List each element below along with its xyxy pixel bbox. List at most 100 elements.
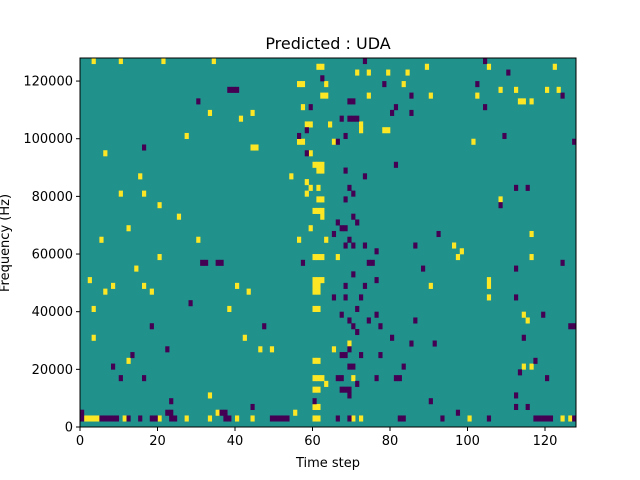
heatmap-cell-low (331, 230, 337, 238)
heatmap-cell-low (483, 104, 488, 111)
heatmap-cell-low (149, 323, 154, 330)
heatmap-cell-high (304, 121, 309, 128)
heatmap-cell-low (390, 109, 395, 116)
x-axis-label: Time step (295, 456, 360, 471)
heatmap-cell-high (312, 403, 317, 411)
heatmap-cell-low (355, 115, 360, 122)
heatmap-cell-low (227, 86, 232, 93)
heatmap-cell-low (138, 415, 143, 422)
heatmap-cell-high (103, 150, 108, 157)
heatmap-cell-high (347, 340, 352, 347)
heatmap-cell-low (537, 415, 542, 422)
heatmap-cell-high (320, 167, 325, 174)
heatmap-cell-high (316, 161, 321, 168)
heatmap-cell-high (312, 288, 317, 295)
heatmap-cell-low (359, 294, 364, 301)
y-tick-label: 100000 (23, 132, 73, 147)
heatmap-cell-low (235, 86, 240, 93)
y-axis-label: Frequency (Hz) (0, 194, 13, 292)
x-tick-label: 120 (533, 434, 558, 449)
heatmap-cell-low (533, 415, 538, 422)
heatmap-cell-low (219, 259, 224, 266)
heatmap-cell-low (517, 369, 523, 376)
heatmap-cell-high (316, 207, 321, 214)
heatmap-cell-low (351, 213, 356, 220)
heatmap-cell-low (572, 323, 577, 330)
heatmap-cell-high (316, 184, 321, 191)
heatmap-cell-high (215, 409, 220, 416)
heatmap-cell-high (545, 86, 550, 93)
heatmap-cell-low (378, 352, 383, 359)
heatmap-cell-low (362, 58, 368, 65)
heatmap-cell-high (246, 288, 251, 295)
heatmap-cell-high (366, 69, 371, 76)
heatmap-cell-high (95, 415, 100, 422)
heatmap-cell-low (370, 259, 375, 266)
heatmap-cell-low (343, 132, 348, 140)
heatmap-cell-high (297, 81, 302, 88)
heatmap-cell-low (514, 294, 519, 301)
heatmap-cell-low (169, 415, 174, 422)
heatmap-cell-high (235, 282, 240, 289)
heatmap-cell-low (366, 317, 371, 324)
heatmap-cell-low (335, 219, 340, 226)
heatmap-cell-high (118, 190, 123, 197)
heatmap-cell-low (169, 409, 174, 416)
x-tick-label: 40 (227, 434, 244, 449)
heatmap-cell-high (316, 386, 321, 393)
x-axis: 0 20 40 60 80 100 120 (76, 427, 558, 449)
heatmap-cell-low (269, 415, 275, 422)
heatmap-cell-high (138, 173, 143, 180)
heatmap-cell-low (525, 403, 530, 411)
heatmap-cell-high (568, 415, 573, 422)
heatmap-cell-low (514, 184, 519, 191)
heatmap-cell-high (196, 236, 201, 243)
heatmap-cell-low (428, 398, 433, 405)
heatmap-cell-low (393, 161, 399, 168)
heatmap-cell-low (223, 409, 228, 416)
heatmap-cell-low (339, 375, 344, 382)
heatmap-cell-low (351, 271, 356, 278)
heatmap-cell-high (521, 98, 526, 105)
heatmap-cell-low (560, 259, 565, 266)
heatmap-cell-high (316, 305, 321, 312)
heatmap-cell-high (320, 207, 325, 214)
heatmap-cell-low (351, 115, 356, 122)
heatmap-cell-high (304, 179, 309, 186)
heatmap-cell-low (514, 265, 519, 272)
heatmap-cell-high (320, 277, 325, 284)
heatmap-cell-low (374, 277, 379, 284)
heatmap-cell-high (184, 132, 189, 140)
heatmap-cell-high (312, 375, 317, 382)
heatmap-cell-high (235, 415, 240, 422)
heatmap-cell-low (343, 386, 348, 393)
heatmap-cell-low (285, 415, 290, 422)
heatmap-cell-low (335, 138, 340, 145)
heatmap-cell-low (204, 259, 209, 266)
heatmap-cell-high (91, 415, 96, 422)
heatmap-cell-low (339, 311, 344, 318)
heatmap-cell-high (316, 403, 321, 411)
heatmap-cell-high (91, 334, 96, 341)
heatmap-cell-high (316, 288, 321, 295)
y-tick-label: 120000 (23, 75, 73, 90)
heatmap-cell-low (343, 294, 348, 301)
heatmap-cell-low (351, 98, 356, 105)
y-tick-label: 80000 (32, 190, 73, 205)
heatmap-cell-high (142, 190, 147, 197)
heatmap-cell-low (401, 363, 406, 370)
heatmap-cell-high (161, 58, 166, 65)
heatmap-cell-high (312, 357, 317, 364)
heatmap-cell-low (308, 104, 313, 111)
heatmap-cell-low (335, 415, 340, 422)
heatmap-cell-high (529, 254, 534, 261)
heatmap-cell-low (142, 375, 147, 382)
heatmap-cell-low (80, 415, 85, 422)
heatmap-cell-high (250, 415, 255, 422)
heatmap-cell-high (91, 305, 96, 312)
heatmap-cell-high (320, 92, 325, 99)
heatmap-cell-low (153, 415, 158, 422)
heatmap-cell-high (316, 254, 321, 261)
heatmap-cell-high (521, 311, 526, 318)
